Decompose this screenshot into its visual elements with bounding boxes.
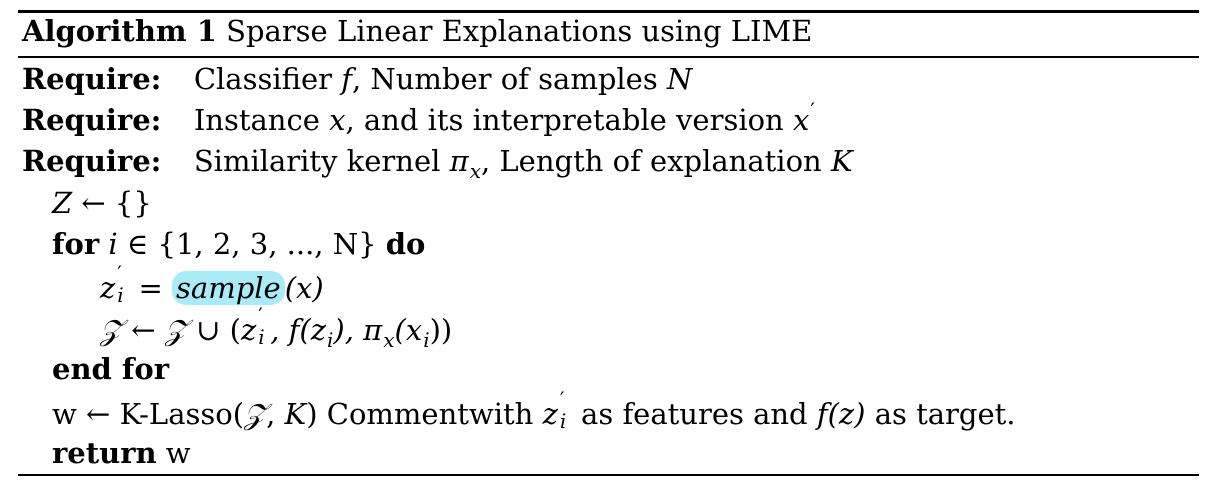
algorithm-label: Algorithm 1 — [22, 14, 217, 48]
equals-sign: = — [129, 271, 173, 305]
require-text: , and its interpretable version — [345, 103, 793, 137]
klasso-function: K-Lasso( — [119, 397, 245, 431]
math-set: 𝒵 — [244, 397, 267, 431]
math-expr: (x — [394, 313, 423, 347]
header-rule — [18, 56, 1199, 58]
math-expr: )) — [429, 313, 453, 347]
assign-arrow: ← — [122, 313, 165, 347]
math-expr: , f(z — [270, 313, 327, 347]
math-var: K — [284, 397, 307, 431]
comment-text: Commentwith — [317, 397, 543, 431]
for-line: for i ∈ {1, 2, 3, ..., N} do — [52, 227, 425, 261]
union-line: 𝒵 ← 𝒵 ∪ (z ′ i, f(zi), πx(xi)) — [100, 303, 453, 352]
require-keyword: Require: — [22, 103, 162, 137]
math-var: K — [830, 144, 853, 178]
math-var: w — [52, 397, 77, 431]
sample-function-highlighted: sample — [172, 271, 285, 305]
empty-set: {} — [114, 186, 152, 220]
comment-text: as features and — [571, 397, 817, 431]
for-keyword: for — [52, 227, 100, 261]
paren: ) — [306, 397, 318, 431]
comma: , — [266, 397, 285, 431]
math-subscript: x — [383, 328, 395, 352]
math-set: 𝒵 — [100, 313, 123, 347]
math-var: x — [792, 103, 810, 137]
union-operator: ∪ ( — [186, 313, 241, 347]
prime-subscript: ′ i — [115, 261, 129, 307]
math-subscript: i — [423, 328, 430, 352]
init-line: Z ← {} — [52, 186, 152, 220]
math-var: w — [165, 436, 191, 470]
require-keyword: Require: — [22, 144, 162, 178]
require-line-1: Require: Classifier f, Number of samples… — [22, 62, 692, 96]
require-keyword: Require: — [22, 62, 162, 96]
top-rule — [18, 10, 1199, 13]
prime-mark: ′ — [559, 387, 565, 411]
math-var: i — [108, 227, 118, 261]
math-var: Z — [52, 186, 73, 220]
math-var: z — [100, 271, 116, 305]
require-text: Classifier — [193, 62, 342, 96]
math-subscript: x — [469, 159, 481, 183]
math-expr: f(z) — [816, 397, 866, 431]
do-keyword: do — [385, 227, 426, 261]
require-text: , Number of samples — [351, 62, 667, 96]
assign-arrow: ← — [76, 397, 120, 431]
prime-subscript: ′ i — [558, 387, 572, 433]
math-var: f — [341, 62, 352, 96]
assign-arrow: ← — [72, 186, 115, 220]
endfor-keyword: end for — [52, 352, 170, 386]
math-var: N — [666, 62, 693, 96]
prime-mark: ′ — [117, 261, 122, 285]
math-subscript: i — [117, 283, 124, 307]
index-set: {1, 2, 3, ..., N} — [157, 227, 377, 261]
math-expr: ), π — [333, 313, 383, 347]
require-text: , Length of explanation — [480, 144, 831, 178]
math-set: 𝒵 — [164, 313, 187, 347]
require-text: Similarity kernel — [193, 144, 450, 178]
math-var: z — [240, 313, 257, 347]
sample-argument: (x) — [284, 271, 324, 305]
prime-mark: ′ — [810, 98, 815, 122]
element-of: ∈ — [117, 227, 158, 261]
prime-mark: ′ — [258, 303, 263, 327]
math-var: z — [542, 397, 558, 431]
comment-text: as target. — [865, 397, 1016, 431]
require-text: Instance — [193, 103, 330, 137]
endfor-line: end for — [52, 352, 169, 386]
require-line-2: Require: Instance x, and its interpretab… — [22, 98, 815, 140]
lasso-line: w ← K-Lasso(𝒵, K) Commentwith z ′ i as fea… — [52, 387, 1016, 433]
bottom-rule — [18, 474, 1199, 476]
require-line-3: Require: Similarity kernel πx, Length of… — [22, 144, 853, 183]
math-subscript: i — [327, 328, 334, 352]
algorithm-caption: Algorithm 1 Sparse Linear Explanations u… — [22, 14, 812, 48]
algorithm-title: Sparse Linear Explanations using LIME — [226, 14, 813, 48]
math-var: x — [329, 103, 346, 137]
math-subscript: i — [559, 409, 567, 433]
math-subscript: i — [258, 325, 265, 349]
return-line: return w — [52, 436, 191, 470]
prime-subscript: ′ i — [256, 303, 270, 349]
math-var: π — [449, 144, 469, 178]
sample-line: z ′ i = sample (x) — [100, 261, 324, 307]
return-keyword: return — [52, 436, 157, 470]
